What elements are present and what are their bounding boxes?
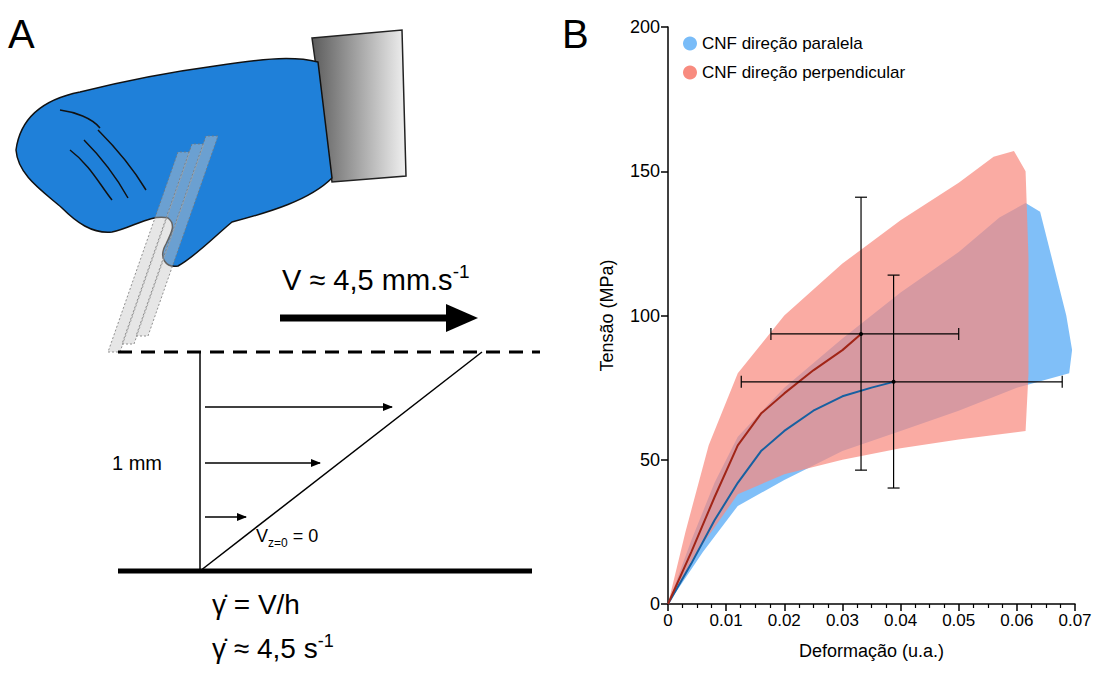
svg-text:0.01: 0.01: [710, 611, 743, 630]
svg-text:B: B: [562, 12, 589, 56]
svg-text:Deformação (u.a.): Deformação (u.a.): [799, 641, 944, 661]
svg-text:100: 100: [630, 306, 660, 326]
svg-text:CNF direção perpendicular: CNF direção perpendicular: [702, 63, 905, 82]
svg-text:CNF direção paralela: CNF direção paralela: [702, 34, 863, 53]
svg-text:0.06: 0.06: [1000, 611, 1033, 630]
svg-text:V ≈ 4,5 mm.s-1: V ≈ 4,5 mm.s-1: [282, 261, 470, 296]
svg-text:200: 200: [630, 17, 660, 37]
svg-text:50: 50: [640, 450, 660, 470]
svg-text:Vz=0 = 0: Vz=0 = 0: [256, 526, 318, 550]
svg-text:A: A: [8, 12, 35, 56]
svg-text:0.07: 0.07: [1058, 611, 1091, 630]
svg-text:γ̇ = V/h: γ̇ = V/h: [212, 589, 300, 620]
svg-text:150: 150: [630, 161, 660, 181]
svg-text:γ̇ ≈ 4,5 s-1: γ̇ ≈ 4,5 s-1: [212, 631, 334, 664]
svg-text:Tensão (MPa): Tensão (MPa): [597, 259, 617, 371]
svg-text:0.02: 0.02: [768, 611, 801, 630]
svg-text:0: 0: [650, 594, 660, 614]
svg-text:0.04: 0.04: [884, 611, 917, 630]
svg-text:1 mm: 1 mm: [112, 452, 162, 474]
svg-text:0.03: 0.03: [826, 611, 859, 630]
svg-text:0: 0: [663, 611, 672, 630]
svg-text:0.05: 0.05: [942, 611, 975, 630]
